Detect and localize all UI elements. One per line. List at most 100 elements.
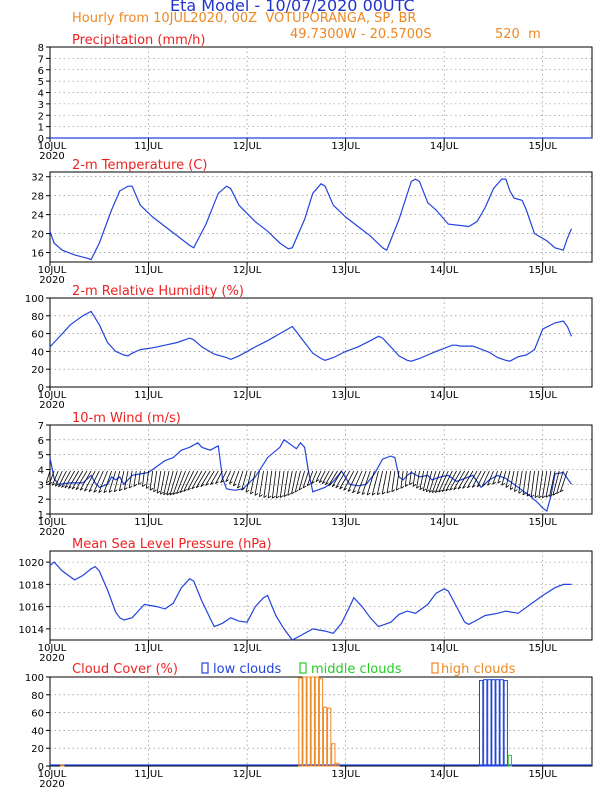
wind-barb-tip	[477, 484, 481, 488]
y-tick-label: 8	[38, 43, 44, 54]
wind-barb-tip	[311, 481, 315, 484]
wind-barb	[449, 470, 461, 491]
y-tick-label: 7	[38, 421, 44, 432]
y-tick-label: 1020	[19, 558, 44, 569]
x-year-label: 2020	[39, 779, 64, 790]
y-tick-label: 80	[31, 691, 44, 702]
wind-barb	[172, 470, 182, 495]
wind-barb	[93, 470, 104, 493]
wind-barb	[229, 470, 236, 484]
station-elevation: 520 m	[495, 27, 541, 42]
cloud-bar	[495, 679, 500, 767]
y-tick-label: 0	[38, 762, 44, 773]
wind-barb-tip	[233, 483, 237, 487]
wind-barb	[51, 470, 59, 486]
wind-barb	[133, 470, 137, 487]
x-year-label: 2020	[39, 400, 64, 411]
y-tick-label: 1018	[19, 580, 44, 591]
wind-barb	[518, 470, 523, 494]
wind-barb-tip	[153, 489, 157, 493]
wind-barb-tip	[71, 486, 76, 490]
wind-barb-tip	[160, 491, 164, 495]
wind-barb-tip	[538, 495, 543, 499]
wind-barb-tip	[263, 495, 268, 498]
x-tick-label: 12JUL	[233, 517, 262, 528]
wind-barb	[54, 470, 63, 487]
wind-barb-tip	[205, 483, 209, 486]
wind-barb-tip	[291, 491, 295, 495]
wind-barb	[438, 470, 449, 493]
wind-barb	[386, 470, 392, 494]
wind-barb	[419, 470, 425, 490]
wind-barb	[61, 470, 71, 488]
x-tick-label: 13JUL	[331, 643, 360, 654]
wind-barb	[466, 470, 478, 489]
wind-barb-tip	[352, 490, 356, 494]
wind-barb-tip	[441, 489, 446, 493]
y-tick-label: 20	[31, 365, 44, 376]
wind-barbs	[45, 470, 568, 499]
wind-barb	[275, 470, 281, 499]
wind-barb	[391, 470, 396, 492]
wind-barb-tip	[75, 487, 80, 491]
wind-barb	[156, 470, 162, 494]
x-tick-label: 12JUL	[233, 769, 262, 780]
wind-barb-tip	[530, 494, 535, 498]
wind-barb-tip	[321, 481, 326, 485]
x-tick-label: 15JUL	[528, 265, 557, 276]
wind-barb-tip	[295, 489, 299, 493]
wind-barb	[271, 470, 277, 499]
wind-barb	[108, 470, 117, 493]
wind-barb-tip	[412, 484, 417, 487]
wind-barb	[366, 470, 375, 496]
wind-barb-tip	[361, 492, 366, 495]
wind-barb	[98, 470, 108, 493]
y-tick-label: 40	[31, 347, 44, 358]
x-year-label: 2020	[39, 653, 64, 664]
x-tick-label: 10JUL	[38, 517, 67, 528]
wind-barb	[215, 470, 223, 484]
series-line	[49, 438, 572, 512]
wind-barb	[306, 470, 314, 486]
wind-barb-tip	[366, 492, 371, 496]
y-tick-label: 80	[31, 312, 44, 323]
wind-barb-tip	[396, 487, 400, 491]
wind-barb	[118, 470, 125, 491]
wind-barb	[325, 470, 334, 485]
wind-barb-tip	[254, 493, 259, 496]
y-tick-label: 1016	[19, 603, 44, 614]
wind-barb-tip	[172, 492, 177, 495]
legend-swatch	[201, 662, 209, 674]
cloud-bar	[483, 679, 488, 767]
wind-barb-tip	[79, 488, 84, 491]
wind-barb-tip	[241, 487, 245, 491]
wind-barb-tip	[166, 492, 171, 496]
wind-barb-tip	[250, 491, 254, 495]
series-line	[49, 310, 573, 362]
x-tick-label: 14JUL	[430, 390, 459, 401]
panel-5: 0 20 40 60 80 100 10JUL2020 11JUL 12JUL 13JUL 14JU…	[25, 662, 593, 790]
wind-barb	[254, 470, 260, 496]
wind-barb	[166, 470, 174, 496]
wind-barb-tip	[156, 490, 161, 494]
wind-barb-tip	[220, 480, 224, 483]
x-tick-label: 12JUL	[233, 390, 262, 401]
wind-barb-tip	[276, 495, 280, 499]
wind-barb-tip	[400, 486, 405, 489]
wind-barb	[549, 470, 556, 497]
series-line	[49, 178, 573, 261]
y-tick-label: 4	[38, 89, 44, 100]
wind-barb-tip	[318, 480, 323, 484]
x-tick-label: 11JUL	[134, 265, 163, 276]
y-tick-label: 3	[38, 480, 44, 491]
cloud-bar	[322, 706, 328, 767]
wind-barb-tip	[237, 485, 241, 489]
y-tick-label: 20	[31, 744, 44, 755]
wind-barb	[250, 470, 256, 495]
cloud-bar	[507, 754, 513, 767]
panel-title: 10-m Wind (m/s)	[72, 411, 181, 426]
wind-barb-tip	[534, 495, 539, 499]
wind-barb-tip	[518, 491, 522, 494]
wind-barb-tip	[497, 480, 501, 484]
panel-title: 2-m Relative Humidity (%)	[72, 284, 244, 299]
